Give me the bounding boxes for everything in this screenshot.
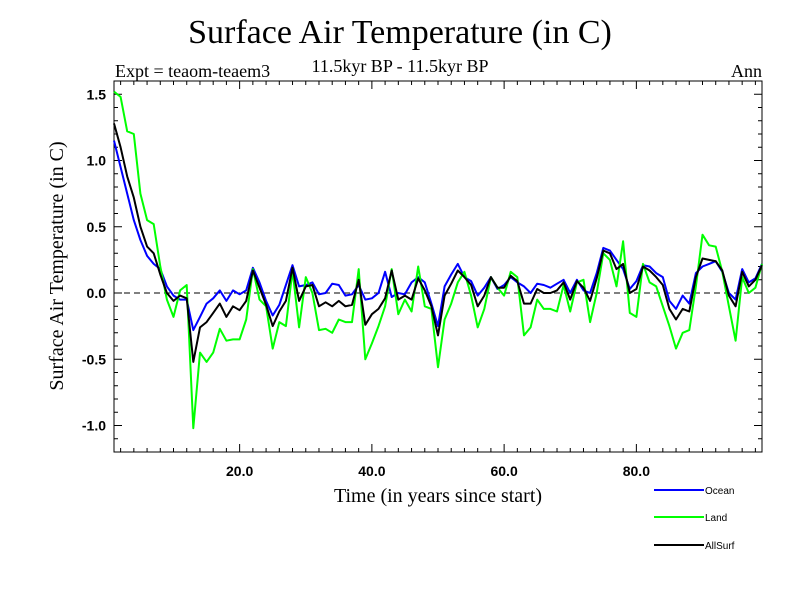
season-label: Ann xyxy=(731,61,762,81)
y-tick-label: -1.0 xyxy=(82,418,106,434)
x-tick-label: 40.0 xyxy=(358,463,385,479)
y-tick-label: -0.5 xyxy=(82,351,106,367)
y-tick-label: 1.5 xyxy=(87,86,107,102)
x-tick-label: 80.0 xyxy=(623,463,650,479)
series-lines xyxy=(113,90,763,430)
series-line-allsurf xyxy=(113,123,763,363)
x-axis-title: Time (in years since start) xyxy=(334,485,542,507)
legend-label-ocean: Ocean xyxy=(705,486,734,497)
legend-label-land: Land xyxy=(705,513,727,524)
x-tick-label: 20.0 xyxy=(226,463,253,479)
series-line-ocean xyxy=(113,140,763,332)
legend: Ocean Land AllSurf xyxy=(654,486,735,552)
series-line-land xyxy=(113,90,763,430)
y-axis-tick-labels: -1.0 -0.5 0.0 0.5 1.0 1.5 xyxy=(82,86,106,433)
experiment-label: Expt = teaom-teaem3 xyxy=(115,61,271,81)
chart-title: Surface Air Temperature (in C) xyxy=(188,14,612,51)
y-axis-title: Surface Air Temperature (in C) xyxy=(46,141,68,390)
legend-label-allsurf: AllSurf xyxy=(705,541,735,552)
y-tick-label: 0.0 xyxy=(87,285,107,301)
axis-ticks xyxy=(114,81,762,452)
x-tick-label: 60.0 xyxy=(490,463,517,479)
y-tick-label: 0.5 xyxy=(87,219,107,235)
chart-subtitle: 11.5kyr BP - 11.5kyr BP xyxy=(311,56,489,76)
plot-frame xyxy=(113,80,763,453)
y-tick-label: 1.0 xyxy=(87,153,107,169)
x-axis-tick-labels: 20.0 40.0 60.0 80.0 xyxy=(226,463,650,479)
